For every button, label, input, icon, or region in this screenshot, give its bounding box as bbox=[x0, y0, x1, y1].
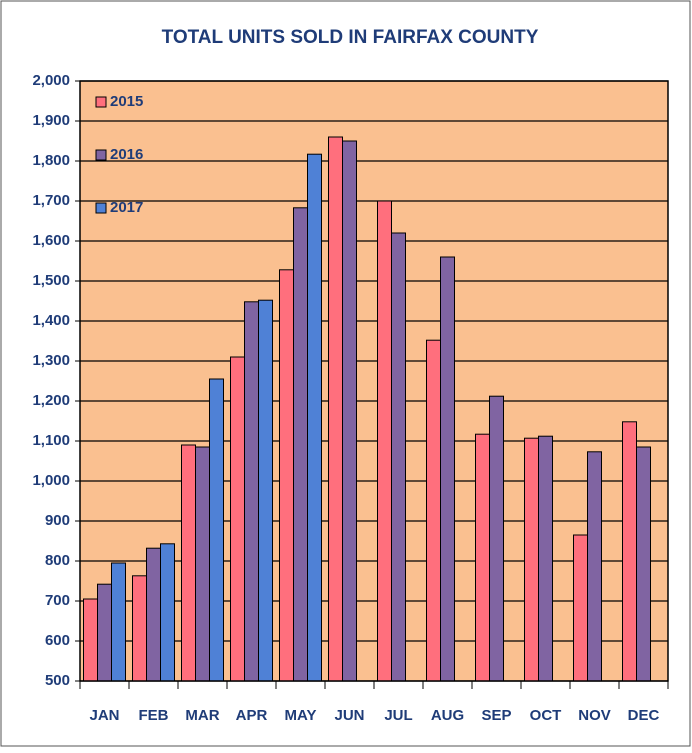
y-tick-label: 1,700 bbox=[32, 192, 70, 209]
bar bbox=[244, 301, 259, 682]
y-tick-label: 2,000 bbox=[32, 72, 70, 89]
y-tick-label: 1,600 bbox=[32, 232, 70, 249]
bar bbox=[209, 378, 224, 682]
y-tick-label: 1,900 bbox=[32, 112, 70, 129]
bar bbox=[160, 543, 175, 682]
legend-swatch bbox=[95, 149, 107, 161]
bar bbox=[426, 339, 441, 682]
x-tick-label: JUL bbox=[384, 707, 412, 724]
bar bbox=[440, 256, 455, 682]
x-tick-label: DEC bbox=[628, 707, 660, 724]
bar bbox=[538, 435, 553, 682]
legend-label: 2017 bbox=[110, 199, 143, 216]
bar bbox=[293, 207, 308, 682]
y-tick-label: 800 bbox=[45, 552, 70, 569]
bar bbox=[111, 562, 126, 682]
x-tick-label: APR bbox=[236, 707, 268, 724]
bar bbox=[391, 232, 406, 682]
bar bbox=[97, 583, 112, 682]
bar bbox=[342, 140, 357, 682]
x-tick-label: SEP bbox=[481, 707, 511, 724]
bar bbox=[622, 421, 637, 682]
bar bbox=[230, 356, 245, 682]
bar bbox=[489, 395, 504, 682]
x-tick-label: JUN bbox=[334, 707, 364, 724]
bar bbox=[328, 136, 343, 682]
y-tick-label: 700 bbox=[45, 592, 70, 609]
bar bbox=[307, 153, 322, 682]
plot-area bbox=[80, 81, 668, 681]
legend-swatch bbox=[95, 96, 107, 108]
x-tick-label: MAR bbox=[185, 707, 219, 724]
legend-label: 2016 bbox=[110, 146, 143, 163]
plot-border bbox=[79, 80, 669, 682]
x-tick-label: NOV bbox=[578, 707, 611, 724]
bar bbox=[524, 437, 539, 682]
y-tick-label: 1,500 bbox=[32, 272, 70, 289]
bar bbox=[83, 598, 98, 682]
y-tick-label: 900 bbox=[45, 512, 70, 529]
bar bbox=[181, 444, 196, 682]
y-tick-label: 1,300 bbox=[32, 352, 70, 369]
x-tick-label: AUG bbox=[431, 707, 464, 724]
bar bbox=[636, 446, 651, 682]
x-tick-label: JAN bbox=[89, 707, 119, 724]
y-tick-label: 1,400 bbox=[32, 312, 70, 329]
bar bbox=[475, 433, 490, 682]
y-tick-label: 1,200 bbox=[32, 392, 70, 409]
bar bbox=[195, 446, 210, 682]
x-tick-label: FEB bbox=[139, 707, 169, 724]
bar bbox=[587, 451, 602, 682]
x-tick-label: MAY bbox=[285, 707, 317, 724]
chart-title: TOTAL UNITS SOLD IN FAIRFAX COUNTY bbox=[162, 27, 539, 48]
bar bbox=[146, 547, 161, 682]
bar bbox=[279, 269, 294, 682]
bar bbox=[573, 534, 588, 682]
legend-swatch bbox=[95, 202, 107, 214]
bar bbox=[132, 575, 147, 682]
y-tick-label: 1,100 bbox=[32, 432, 70, 449]
y-tick-label: 500 bbox=[45, 672, 70, 689]
x-tick-label: OCT bbox=[530, 707, 562, 724]
legend-label: 2015 bbox=[110, 93, 143, 110]
bar bbox=[258, 299, 273, 682]
y-tick-label: 1,000 bbox=[32, 472, 70, 489]
y-tick-label: 600 bbox=[45, 632, 70, 649]
y-tick-label: 1,800 bbox=[32, 152, 70, 169]
bar bbox=[377, 200, 392, 682]
